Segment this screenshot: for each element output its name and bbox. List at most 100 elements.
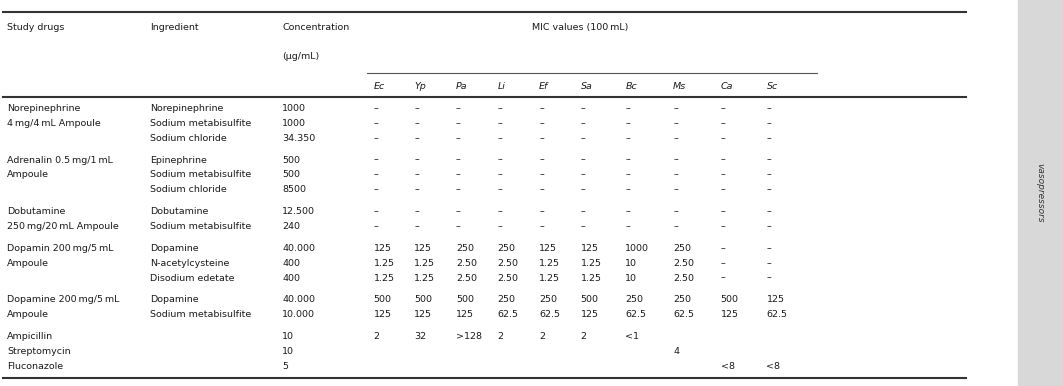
Text: Ec: Ec xyxy=(373,82,385,91)
Text: –: – xyxy=(539,171,544,179)
Text: –: – xyxy=(766,156,771,164)
Text: Dopamin 200 mg/5 mL: Dopamin 200 mg/5 mL xyxy=(7,244,114,253)
Text: 1.25: 1.25 xyxy=(373,274,394,283)
Text: 1000: 1000 xyxy=(625,244,649,253)
Text: –: – xyxy=(415,119,419,128)
Text: 250 mg/20 mL Ampoule: 250 mg/20 mL Ampoule xyxy=(7,222,119,231)
Text: –: – xyxy=(456,171,460,179)
Text: –: – xyxy=(373,185,378,194)
Text: 1.25: 1.25 xyxy=(415,274,435,283)
Text: Sodium metabisulfite: Sodium metabisulfite xyxy=(150,119,252,128)
Text: Adrenalin 0.5 mg/1 mL: Adrenalin 0.5 mg/1 mL xyxy=(7,156,113,164)
Text: 10: 10 xyxy=(282,332,294,341)
Text: 500: 500 xyxy=(282,171,300,179)
Text: 240: 240 xyxy=(282,222,300,231)
Text: <8: <8 xyxy=(721,362,735,371)
Text: 125: 125 xyxy=(415,310,433,319)
Text: 125: 125 xyxy=(373,244,391,253)
Text: >128: >128 xyxy=(456,332,482,341)
Text: –: – xyxy=(415,104,419,113)
Text: <1: <1 xyxy=(625,332,639,341)
Text: –: – xyxy=(625,185,630,194)
Text: –: – xyxy=(580,185,586,194)
Text: –: – xyxy=(625,222,630,231)
Text: 1.25: 1.25 xyxy=(539,274,560,283)
Text: Pa: Pa xyxy=(456,82,468,91)
Text: –: – xyxy=(580,156,586,164)
Text: –: – xyxy=(766,259,771,267)
Text: 8500: 8500 xyxy=(282,185,306,194)
Text: Dopamine: Dopamine xyxy=(150,244,199,253)
Text: –: – xyxy=(721,171,726,179)
Text: –: – xyxy=(673,222,678,231)
Text: –: – xyxy=(673,156,678,164)
Text: –: – xyxy=(721,185,726,194)
Text: 32: 32 xyxy=(415,332,426,341)
Text: –: – xyxy=(673,185,678,194)
Text: Streptomycin: Streptomycin xyxy=(7,347,71,356)
Text: 125: 125 xyxy=(373,310,391,319)
Text: 500: 500 xyxy=(282,156,300,164)
Text: 2.50: 2.50 xyxy=(497,274,519,283)
Text: 1000: 1000 xyxy=(282,119,306,128)
Text: 2: 2 xyxy=(580,332,587,341)
Text: Sodium metabisulfite: Sodium metabisulfite xyxy=(150,310,252,319)
Text: –: – xyxy=(625,156,630,164)
Text: 62.5: 62.5 xyxy=(539,310,560,319)
Text: –: – xyxy=(497,171,502,179)
Text: 500: 500 xyxy=(456,295,474,304)
Text: –: – xyxy=(580,134,586,143)
Text: –: – xyxy=(497,156,502,164)
Text: 500: 500 xyxy=(721,295,739,304)
Text: Sa: Sa xyxy=(580,82,592,91)
Text: Dobutamine: Dobutamine xyxy=(7,207,66,216)
Text: 62.5: 62.5 xyxy=(625,310,646,319)
Text: –: – xyxy=(373,222,378,231)
Text: –: – xyxy=(721,104,726,113)
Text: Ampoule: Ampoule xyxy=(7,171,49,179)
Text: –: – xyxy=(625,119,630,128)
Text: –: – xyxy=(415,185,419,194)
Text: –: – xyxy=(456,222,460,231)
Text: 250: 250 xyxy=(539,295,557,304)
Text: –: – xyxy=(580,104,586,113)
Text: 2.50: 2.50 xyxy=(673,259,694,267)
Text: –: – xyxy=(721,222,726,231)
Text: 125: 125 xyxy=(580,244,598,253)
Text: –: – xyxy=(456,185,460,194)
Text: 1.25: 1.25 xyxy=(373,259,394,267)
Text: 4 mg/4 mL Ampoule: 4 mg/4 mL Ampoule xyxy=(7,119,101,128)
Text: –: – xyxy=(539,156,544,164)
Text: –: – xyxy=(673,207,678,216)
Text: 500: 500 xyxy=(580,295,598,304)
Text: 250: 250 xyxy=(673,244,691,253)
Text: Ampoule: Ampoule xyxy=(7,259,49,267)
Text: Dopamine: Dopamine xyxy=(150,295,199,304)
Text: –: – xyxy=(456,104,460,113)
Text: Sc: Sc xyxy=(766,82,778,91)
Text: –: – xyxy=(415,134,419,143)
Text: 2.50: 2.50 xyxy=(456,259,477,267)
Text: 1000: 1000 xyxy=(282,104,306,113)
Text: –: – xyxy=(766,104,771,113)
Text: 250: 250 xyxy=(673,295,691,304)
Text: –: – xyxy=(721,259,726,267)
Text: 62.5: 62.5 xyxy=(497,310,519,319)
Text: 125: 125 xyxy=(415,244,433,253)
Text: –: – xyxy=(456,119,460,128)
Text: Disodium edetate: Disodium edetate xyxy=(150,274,235,283)
Text: –: – xyxy=(766,274,771,283)
Text: Yp: Yp xyxy=(415,82,426,91)
Text: –: – xyxy=(497,119,502,128)
Text: –: – xyxy=(539,134,544,143)
Text: –: – xyxy=(673,119,678,128)
Text: 10.000: 10.000 xyxy=(282,310,316,319)
Text: –: – xyxy=(625,104,630,113)
Text: N-acetylcysteine: N-acetylcysteine xyxy=(150,259,230,267)
Text: –: – xyxy=(415,207,419,216)
Text: Study drugs: Study drugs xyxy=(7,23,65,32)
Text: 1.25: 1.25 xyxy=(539,259,560,267)
Text: –: – xyxy=(766,171,771,179)
Text: Li: Li xyxy=(497,82,505,91)
Text: –: – xyxy=(539,207,544,216)
